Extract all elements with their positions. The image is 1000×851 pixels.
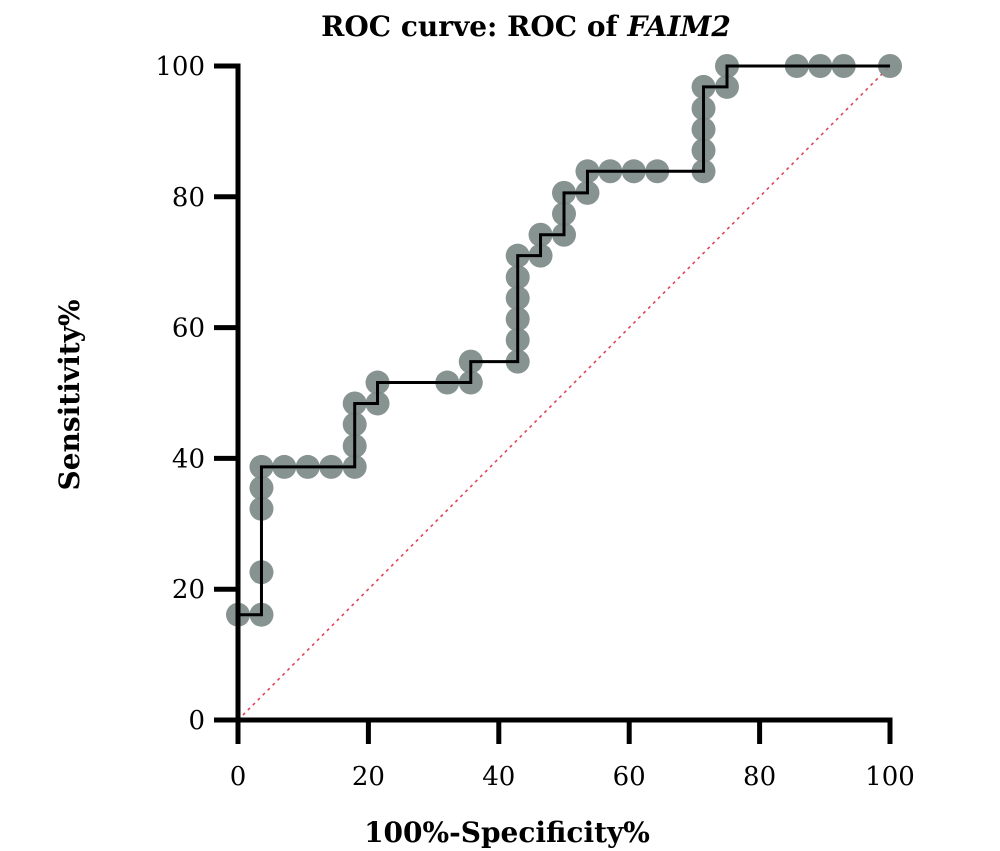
x-tick-label: 80: [743, 762, 776, 792]
plot-area: 0 20 40 60 80 100 0 20 40 60 80 100: [155, 52, 914, 792]
x-axis-title: 100%-Specificity%: [364, 816, 650, 849]
y-tick-label: 20: [172, 575, 205, 605]
roc-markers: [226, 54, 902, 627]
x-tick-label: 40: [482, 762, 515, 792]
y-tick-label: 40: [172, 444, 205, 474]
x-tick-label: 60: [613, 762, 646, 792]
chart-title: ROC curve: ROC of FAIM2: [321, 10, 731, 43]
axes: 0 20 40 60 80 100 0 20 40 60 80 100: [155, 52, 914, 792]
x-tick-label: 0: [230, 762, 247, 792]
y-tick-label: 0: [188, 706, 205, 736]
y-tick-label: 100: [155, 52, 205, 82]
x-tick-label: 100: [865, 762, 915, 792]
y-axis-title: Sensitivity%: [53, 299, 86, 490]
y-tick-label: 60: [172, 314, 205, 344]
chart-title-gene: FAIM2: [626, 10, 731, 43]
chart-title-main: ROC curve: ROC of: [321, 10, 627, 43]
roc-step-line: [238, 64, 890, 617]
x-tick-label: 20: [352, 762, 385, 792]
reference-diagonal-line: [237, 65, 891, 721]
y-tick-label: 80: [172, 183, 205, 213]
